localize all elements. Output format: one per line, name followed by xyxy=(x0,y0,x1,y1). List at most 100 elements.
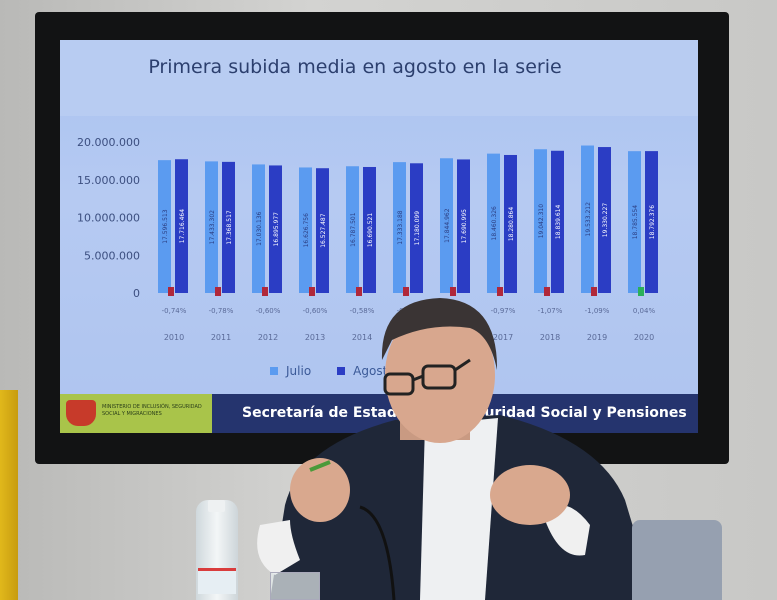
x-tick-label: 2010 xyxy=(164,333,184,342)
microphone-icon xyxy=(359,505,396,600)
change-marker xyxy=(262,287,268,296)
y-tick-label: 5.000.000 xyxy=(84,249,140,262)
chart-legend: Julio Agosto xyxy=(270,364,395,378)
bar-julio-2014 xyxy=(346,166,359,293)
change-marker xyxy=(168,287,174,296)
pct-change-label: -0,60% xyxy=(256,307,281,315)
y-tick-label: 15.000.000 xyxy=(77,174,140,187)
bar-julio-2018 xyxy=(534,149,547,293)
bar-value-label: 17.030.136 xyxy=(256,211,263,246)
bar-agosto-2018 xyxy=(551,150,564,293)
change-marker xyxy=(544,287,550,296)
x-tick-label: 2011 xyxy=(211,333,231,342)
bar-julio-2016 xyxy=(440,158,453,293)
legend-swatch xyxy=(270,367,278,375)
x-tick-label: 2018 xyxy=(540,333,560,342)
bar-agosto-2013 xyxy=(316,168,329,293)
bar-julio-2017 xyxy=(487,153,500,293)
ministry-logo-text: MINISTERIO DE INCLUSIÓN, SEGURIDAD SOCIA… xyxy=(102,404,202,417)
bar-value-label: 18.460.326 xyxy=(491,206,498,241)
bar-agosto-2012 xyxy=(269,165,282,293)
bar-julio-2020 xyxy=(628,151,641,293)
bar-value-label: 17.433.302 xyxy=(209,210,216,245)
bar-agosto-2014 xyxy=(363,166,376,293)
y-tick-label: 10.000.000 xyxy=(77,212,140,225)
bar-value-label: 19.330.227 xyxy=(602,203,609,238)
flag xyxy=(0,390,18,600)
legend-swatch xyxy=(337,367,346,375)
x-tick-label: 2019 xyxy=(587,333,607,342)
bottle-cap xyxy=(208,500,225,512)
bar-agosto-2015 xyxy=(410,163,423,293)
bar-agosto-2010 xyxy=(175,159,188,293)
pct-change-label: -0,60% xyxy=(303,307,328,315)
change-marker xyxy=(497,287,503,296)
bar-agosto-2016 xyxy=(457,159,470,293)
bar-agosto-2019 xyxy=(598,147,611,293)
pct-change-label: -0,74% xyxy=(162,307,187,315)
face xyxy=(385,307,495,443)
bar-agosto-2011 xyxy=(222,161,235,293)
change-marker xyxy=(403,287,409,296)
change-marker xyxy=(591,287,597,296)
glasses-icon xyxy=(383,358,471,396)
left-hand xyxy=(290,458,350,522)
water-glass xyxy=(270,572,320,600)
legend-agosto: Agosto xyxy=(337,364,395,378)
bar-julio-2019 xyxy=(581,145,594,293)
legend-label: Agosto xyxy=(353,364,395,378)
x-tick-label: 2017 xyxy=(493,333,513,342)
y-tick-label: 20.000.000 xyxy=(77,136,140,149)
bottle-label xyxy=(198,568,236,594)
x-tick-label: 2013 xyxy=(305,333,325,342)
shirt xyxy=(420,418,498,600)
bar-julio-2015 xyxy=(393,162,406,293)
bar-julio-2010 xyxy=(158,160,171,293)
left-cuff xyxy=(257,520,300,575)
pct-change-label: -0,78% xyxy=(209,307,234,315)
bar-value-label: 17.368.517 xyxy=(226,210,233,245)
change-marker xyxy=(450,287,456,296)
change-marker xyxy=(215,287,221,296)
bar-value-label: 17.333.188 xyxy=(397,210,404,245)
legend-label: Julio xyxy=(286,364,312,378)
bar-julio-2013 xyxy=(299,167,312,293)
bar-agosto-2017 xyxy=(504,154,517,293)
hair xyxy=(381,298,498,370)
y-tick-label: 0 xyxy=(133,287,140,300)
pct-change-label: -1,07% xyxy=(538,307,563,315)
bar-value-label: 17.716.464 xyxy=(179,209,186,244)
bar-value-label: 17.690.995 xyxy=(461,209,468,244)
pct-change-label: -0,97% xyxy=(491,307,516,315)
bar-value-label: 17.844.962 xyxy=(444,208,451,243)
bar-value-label: 16.626.756 xyxy=(303,213,310,248)
pct-change-label: -0,58% xyxy=(350,307,375,315)
bar-value-label: 18.839.614 xyxy=(555,205,562,240)
change-marker xyxy=(309,287,315,296)
slide-title-band xyxy=(60,40,698,116)
bar-value-label: 16.895.977 xyxy=(273,212,280,247)
x-tick-label: 2014 xyxy=(352,333,372,342)
bar-value-label: 16.690.521 xyxy=(367,213,374,248)
legend-julio: Julio xyxy=(270,364,311,378)
x-tick-label: 2012 xyxy=(258,333,278,342)
bar-value-label: 18.785.554 xyxy=(632,205,639,240)
x-tick-label: 2020 xyxy=(634,333,654,342)
bar-value-label: 16.527.487 xyxy=(320,213,327,248)
right-hand xyxy=(490,465,570,525)
right-cuff xyxy=(545,505,590,556)
chair xyxy=(632,520,722,600)
bar-agosto-2020 xyxy=(645,151,658,293)
bar-value-label: 19.533.212 xyxy=(585,202,592,237)
bar-chart: 0 5.000.000 10.000.000 15.000.000 20.000.000… xyxy=(77,136,658,342)
change-marker xyxy=(356,287,362,296)
coat-of-arms-icon xyxy=(66,400,96,426)
bar-value-label: 18.792.376 xyxy=(649,205,656,240)
change-marker xyxy=(638,287,644,296)
pen-icon xyxy=(309,460,331,472)
pct-change-label: 0,04% xyxy=(633,307,656,315)
bar-julio-2011 xyxy=(205,161,218,293)
bar-value-label: 19.042.310 xyxy=(538,204,545,239)
bar-value-label: 18.280.864 xyxy=(508,207,515,242)
